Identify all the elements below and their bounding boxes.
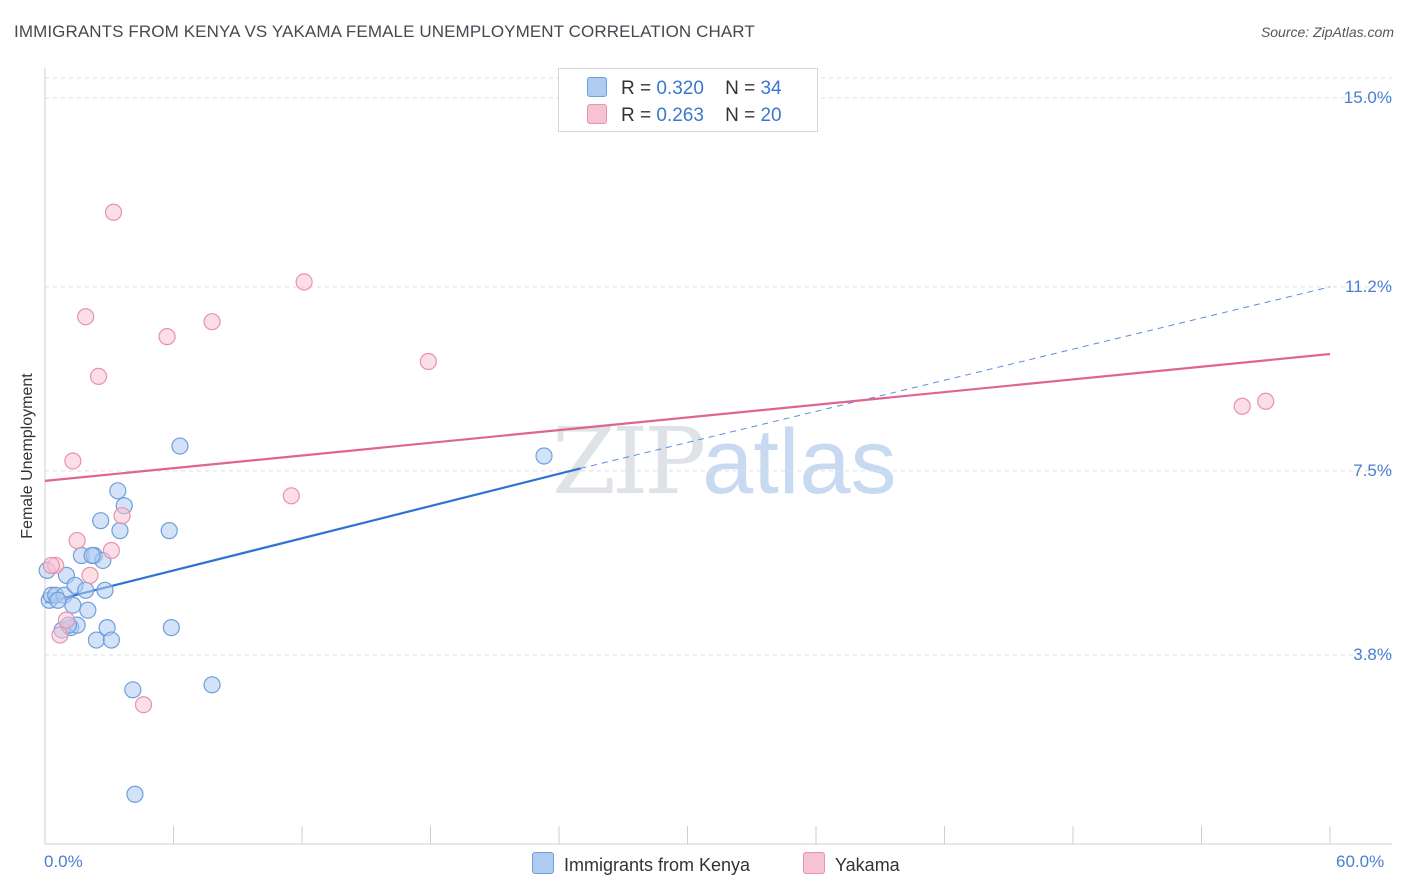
bottom-legend-swatch-kenya: [532, 852, 554, 874]
y-tick-label: 11.2%: [1345, 276, 1392, 296]
bottom-legend-kenya: Immigrants from Kenya: [532, 852, 750, 876]
kenya-point: [109, 482, 127, 500]
kenya-trend-line: [44, 467, 581, 604]
chart-title: IMMIGRANTS FROM KENYA VS YAKAMA FEMALE U…: [14, 22, 755, 41]
watermark-zip: ZIP: [552, 408, 706, 515]
yakama-point: [51, 626, 69, 644]
bottom-legend-yakama: Yakama: [803, 852, 900, 876]
kenya-point: [535, 447, 553, 465]
yakama-point: [158, 328, 176, 346]
kenya-point: [124, 681, 142, 699]
yakama-point: [1233, 397, 1251, 415]
kenya-point: [79, 601, 97, 619]
legend-n-label: N =: [725, 78, 756, 99]
data-points: [38, 203, 1275, 803]
kenya-point: [160, 522, 178, 540]
yakama-point: [282, 487, 300, 505]
yakama-point: [203, 313, 221, 331]
legend-r-label: R =: [621, 105, 652, 126]
yakama-point: [89, 367, 108, 386]
yakama-point: [81, 566, 99, 584]
bottom-legend-swatch-yakama: [803, 852, 825, 874]
kenya-point: [96, 581, 114, 599]
legend-n-value: 34: [760, 78, 782, 99]
kenya-trend-extension: [580, 286, 1331, 469]
watermark: ZIPatlas: [552, 408, 897, 515]
x-tick-label-min: 0.0%: [44, 852, 83, 871]
yakama-point: [68, 531, 86, 550]
legend-swatch-kenya: [587, 77, 607, 97]
yakama-trend-line: [44, 352, 1331, 482]
yakama-point: [77, 308, 95, 326]
legend-row-yakama: R = 0.263 N = 20: [587, 104, 782, 126]
legend-r-label: R =: [621, 78, 652, 99]
legend: R = 0.320 N = 34 R = 0.263 N = 20: [558, 68, 818, 132]
kenya-point: [111, 522, 129, 540]
watermark-atlas: atlas: [702, 411, 897, 513]
trend-lines: [44, 286, 1331, 604]
grid-lines: [45, 77, 1392, 656]
kenya-point: [171, 437, 189, 455]
y-tick-label: 3.8%: [1353, 644, 1392, 664]
kenya-point: [49, 591, 67, 609]
yakama-point: [104, 203, 123, 221]
yakama-point: [57, 611, 76, 629]
kenya-point: [77, 581, 95, 599]
yakama-point: [419, 352, 437, 371]
legend-r-value: 0.320: [656, 78, 704, 99]
kenya-point: [126, 785, 144, 803]
source-label: Source: ZipAtlas.com: [1260, 24, 1394, 40]
kenya-point: [64, 596, 82, 614]
legend-swatch-yakama: [587, 104, 607, 124]
legend-n-value: 20: [760, 105, 782, 126]
bottom-legend-label-kenya: Immigrants from Kenya: [564, 855, 751, 875]
legend-r-value: 0.263: [656, 105, 704, 126]
yakama-point: [42, 556, 61, 575]
y-tick-label: 15.0%: [1343, 87, 1392, 107]
kenya-point: [83, 546, 101, 565]
yakama-point: [113, 507, 131, 525]
kenya-point: [162, 619, 180, 637]
yakama-point: [64, 452, 82, 470]
y-tick-label: 7.5%: [1353, 460, 1392, 480]
yakama-point: [1257, 392, 1275, 410]
kenya-point: [203, 676, 221, 694]
yakama-point: [295, 273, 313, 291]
bottom-legend-label-yakama: Yakama: [835, 855, 900, 875]
yakama-point: [134, 696, 153, 714]
legend-row-kenya: R = 0.320 N = 34: [587, 77, 782, 99]
legend-n-label: N =: [725, 105, 756, 126]
x-tick-marks: [44, 826, 1331, 844]
kenya-point: [92, 512, 110, 530]
x-tick-label-max: 60.0%: [1336, 852, 1385, 871]
kenya-point: [102, 631, 120, 649]
yakama-point: [102, 541, 120, 560]
